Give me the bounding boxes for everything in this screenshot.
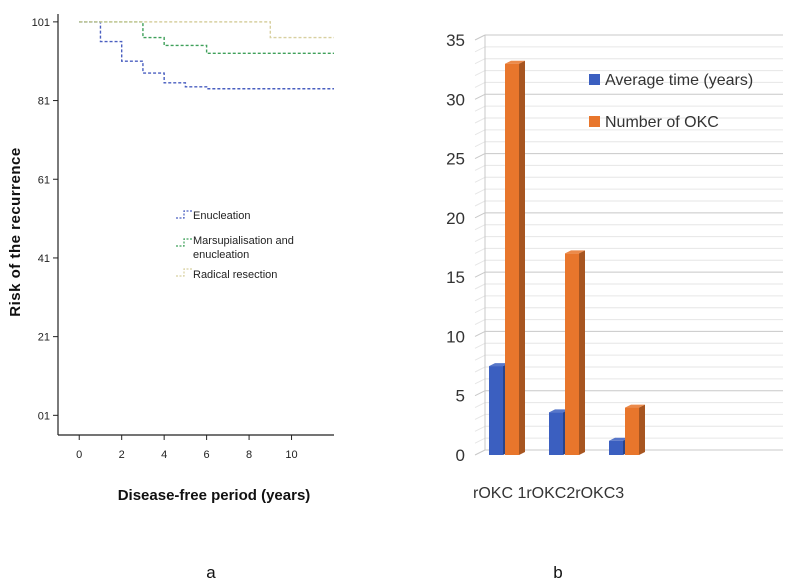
bar-side (579, 250, 585, 455)
y-tick-label: 20 (446, 209, 465, 228)
x-tick-label: 0 (76, 449, 82, 461)
legend-item-radical-resection: Radical resection (176, 268, 277, 281)
grid-line-side (474, 129, 486, 136)
y-tick-label: 15 (446, 268, 465, 287)
grid-line-side (474, 212, 486, 219)
bar-top (609, 437, 629, 441)
grid-line-side (474, 319, 486, 326)
bar-top (565, 250, 585, 254)
y-tick-label: 61 (38, 174, 50, 186)
grid-line-side (474, 176, 486, 183)
bar-front (505, 63, 519, 455)
bar-number-of-okc-2 (565, 250, 585, 455)
x-tick-label: 6 (204, 449, 210, 461)
y-tick-label: 41 (38, 253, 50, 265)
grid-line-side (474, 307, 486, 314)
legend-label: Radical resection (193, 269, 277, 281)
panel-label-b: b (553, 563, 562, 582)
x-tick-label: 2 (119, 449, 125, 461)
x-tick-label: 10 (285, 449, 297, 461)
grid-line-side (474, 70, 486, 77)
grid-line-side (474, 236, 486, 243)
survival-legend: Enucleation Marsupialisation and enuclea… (176, 210, 294, 281)
bar-front (625, 407, 639, 455)
survival-chart-panel: 0 2 4 6 8 10 101 81 61 41 21 01 Enucleation Marsupi… (7, 14, 334, 582)
bar-front (609, 440, 623, 455)
bar-top (625, 404, 645, 408)
legend-swatch-average-time (589, 74, 600, 85)
panel-label-a: a (206, 563, 216, 582)
grid-line-side (474, 141, 486, 148)
grid-line-side (474, 330, 486, 337)
y-tick-label: 101 (32, 17, 50, 29)
bar-top (489, 363, 509, 367)
grid-line-side (474, 247, 486, 254)
series-line-radical-resection (79, 21, 334, 39)
x-tick-label: 4 (161, 449, 167, 461)
series-line-enucleation (79, 21, 334, 90)
y-tick-label: 01 (38, 410, 50, 422)
bar-number-of-okc-3 (625, 404, 645, 455)
grid-line-side (474, 402, 486, 409)
grid-line-side (474, 378, 486, 385)
bar-top (549, 409, 569, 413)
legend-label: Marsupialisation and (193, 235, 294, 247)
bar-number-of-okc-1 (505, 60, 525, 455)
grid-line-side (474, 188, 486, 195)
grid-line-side (474, 425, 486, 432)
y-tick-label: 10 (446, 327, 465, 346)
category-labels: rOKC 1rOKC2rOKC3 (473, 485, 624, 502)
grid-line-side (474, 58, 486, 65)
legend-swatch-number-okc (589, 116, 600, 127)
grid-line-side (474, 271, 486, 278)
grid-line-side (474, 354, 486, 361)
grid-line-side (474, 93, 486, 100)
grid-line-side (474, 366, 486, 373)
grid-line-side (474, 81, 486, 88)
grid-line-side (474, 342, 486, 349)
legend-item-enucleation: Enucleation (176, 210, 251, 222)
grid-line-side (474, 46, 486, 53)
grid-line-side (474, 200, 486, 207)
bar-legend: Average time (years) Number of OKC (589, 72, 753, 131)
y-tick-label: 30 (446, 90, 465, 109)
bar-front (565, 253, 579, 455)
grid-line-side (474, 117, 486, 124)
bar-side (519, 60, 525, 455)
legend-label-number-okc: Number of OKC (605, 114, 719, 131)
legend-label: Enucleation (193, 210, 251, 222)
legend-label: enucleation (193, 249, 249, 261)
bar-chart-panel: 0 5 10 15 20 25 30 35 rOKC 1rOKC2rOKC3 Average … (446, 31, 783, 582)
bar-front (549, 412, 563, 455)
grid-line-side (474, 153, 486, 160)
bar-top (505, 60, 525, 64)
grid-line-side (474, 449, 486, 456)
x-axis-title: Disease-free period (years) (118, 487, 311, 504)
y-axis-title: Risk of the recurrence (7, 147, 24, 316)
y-tick-label: 81 (38, 96, 50, 108)
grid-line-side (474, 224, 486, 231)
y-tick-label: 0 (456, 446, 465, 465)
y-tick-label: 21 (38, 332, 50, 344)
grid-line-side (474, 295, 486, 302)
grid-line-side (474, 34, 486, 41)
grid-line-side (474, 413, 486, 420)
grid-line-side (474, 164, 486, 171)
x-tick-label: 8 (246, 449, 252, 461)
y-tick-label: 35 (446, 31, 465, 50)
series-line-marsupialisation-and-enucleation (79, 21, 334, 55)
grid-line-side (474, 259, 486, 266)
grid-line-side (474, 390, 486, 397)
grid-line-side (474, 105, 486, 112)
grid-line-side (474, 437, 486, 444)
y-tick-label: 5 (456, 387, 465, 406)
legend-label-average-time: Average time (years) (605, 72, 753, 89)
bar-front (489, 366, 503, 455)
bar-side (639, 404, 645, 455)
legend-item-marsupialisation: Marsupialisation and enucleation (176, 235, 294, 261)
y-tick-label: 25 (446, 150, 465, 169)
grid-line-side (474, 283, 486, 290)
